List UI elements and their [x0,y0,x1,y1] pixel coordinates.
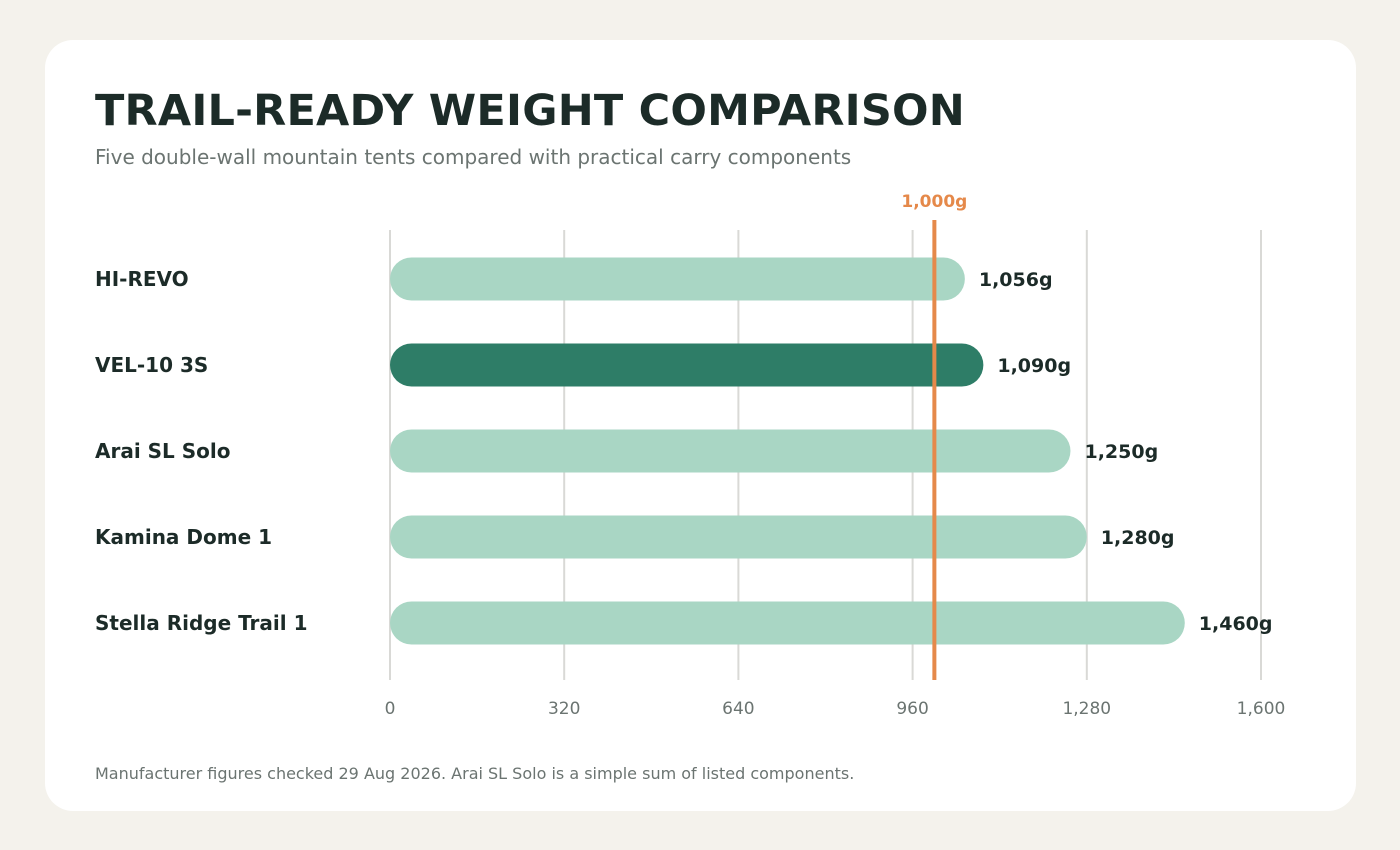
category-label: Stella Ridge Trail 1 [95,611,308,635]
x-tick-label: 1,600 [1237,699,1286,719]
x-tick-label: 0 [385,699,396,719]
data-label: 1,460g [1199,613,1273,635]
data-label: 1,280g [1101,527,1175,549]
category-label: Kamina Dome 1 [95,525,272,549]
x-tick-label: 640 [722,699,754,719]
category-label: HI-REVO [95,267,189,291]
bar [390,429,1071,473]
bar [390,601,1185,645]
bar [390,515,1087,559]
category-label: Arai SL Solo [95,439,231,463]
chart-footnote: Manufacturer figures checked 29 Aug 2026… [95,764,855,783]
data-label: 1,090g [997,355,1071,377]
category-label: VEL-10 3S [95,353,208,377]
chart-title: TRAIL-READY WEIGHT COMPARISON [95,86,965,136]
bar [390,343,984,387]
chart-subtitle: Five double-wall mountain tents compared… [95,145,852,169]
data-label: 1,056g [979,269,1053,291]
bar [390,257,965,301]
reference-label: 1,000g [901,192,967,212]
data-label: 1,250g [1084,441,1158,463]
x-tick-label: 1,280 [1062,699,1111,719]
x-tick-label: 960 [896,699,928,719]
x-tick-label: 320 [548,699,580,719]
chart-card [45,40,1356,811]
